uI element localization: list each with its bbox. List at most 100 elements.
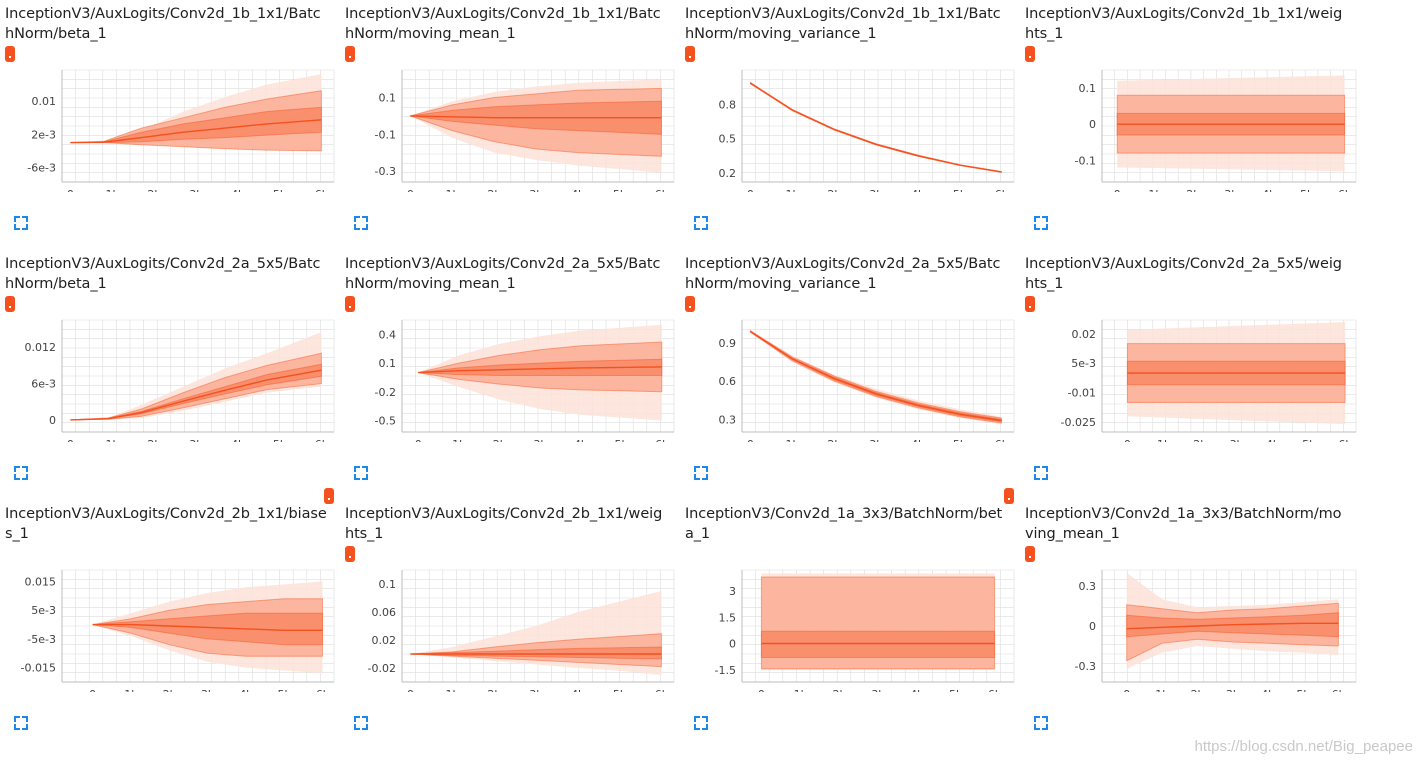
y-tick-label: 0.4 [379,328,397,341]
distribution-band [750,82,1002,173]
expand-corner [694,466,700,472]
expand-icon[interactable] [1034,216,1048,230]
x-tick-label: 2k [493,438,507,442]
expand-corner [14,716,20,722]
x-tick-label: 6k [655,188,669,192]
expand-corner [354,716,360,722]
expand-icon[interactable] [694,716,708,730]
expand-icon[interactable] [14,716,28,730]
x-tick-label: 6k [1332,688,1346,692]
tag-marker-icon[interactable] [5,46,15,62]
expand-icon[interactable] [354,216,368,230]
x-tick-label: 3k [871,688,885,692]
chart-card: InceptionV3/Conv2d_1a_3x3/BatchNorm/movi… [1020,500,1357,740]
x-tick-label: 6k [1338,188,1352,192]
chart-card: InceptionV3/AuxLogits/Conv2d_2a_5x5/weig… [1020,250,1357,490]
tag-marker-icon[interactable] [1025,546,1035,562]
tag-marker-icon[interactable] [345,46,355,62]
x-tick-label: 4k [574,438,588,442]
tag-marker-icon[interactable] [345,546,355,562]
expand-icon[interactable] [694,466,708,480]
y-tick-label: 5e-3 [1071,357,1096,370]
tag-marker-icon[interactable] [1025,296,1035,312]
tag-marker-icon[interactable] [324,488,334,504]
chart-title-text: InceptionV3/AuxLogits/Conv2d_2a_5x5/Batc… [685,256,1001,292]
y-tick-label: 0 [1089,620,1096,633]
x-tick-label: 5k [1296,688,1310,692]
expand-icon[interactable] [1034,466,1048,480]
expand-icon[interactable] [1034,716,1048,730]
expand-corner [362,724,368,730]
x-tick-label: 3k [1230,438,1244,442]
chart-title-text: InceptionV3/Conv2d_1a_3x3/BatchNorm/movi… [1025,506,1342,542]
chart-title: InceptionV3/AuxLogits/Conv2d_1b_1x1/Batc… [685,4,1007,44]
chart-card: InceptionV3/AuxLogits/Conv2d_2a_5x5/Batc… [680,250,1015,490]
x-tick-label: 6k [988,688,1002,692]
x-tick-label: 0 [407,188,414,192]
y-tick-label: 0.06 [372,606,397,619]
y-tick-label: -0.1 [375,128,396,141]
x-tick-label: 6k [995,188,1009,192]
x-tick-label: 1k [452,438,466,442]
y-tick-label: 0 [729,638,736,651]
x-tick-label: 1k [124,688,138,692]
median-line [410,115,662,119]
tag-marker-icon[interactable] [1004,488,1014,504]
x-tick-label: 4k [239,688,253,692]
x-tick-label: 3k [189,188,203,192]
expand-icon[interactable] [354,466,368,480]
x-tick-label: 0 [67,438,74,442]
x-tick-label: 1k [1155,688,1169,692]
y-tick-label: 0.8 [719,98,737,111]
x-tick-label: 4k [571,688,585,692]
x-tick-label: 3k [1224,188,1238,192]
y-tick-label: -0.2 [375,386,396,399]
expand-corner [702,216,708,222]
distribution-band [749,330,1002,423]
expand-corner [1042,724,1048,730]
x-tick-label: 4k [1266,438,1280,442]
y-tick-label: 2e-3 [31,128,56,141]
distribution-band [410,646,662,660]
y-tick-label: -0.02 [368,662,396,675]
x-tick-label: 1k [786,188,800,192]
x-tick-label: 3k [869,438,883,442]
expand-icon[interactable] [354,716,368,730]
x-tick-label: 6k [995,438,1009,442]
distribution-band [760,630,996,658]
x-tick-label: 3k [189,438,203,442]
chart-card: InceptionV3/AuxLogits/Conv2d_1b_1x1/Batc… [680,0,1015,240]
expand-icon[interactable] [14,466,28,480]
expand-corner [694,724,700,730]
median-line [92,623,323,631]
x-tick-label: 3k [529,688,543,692]
chart-card: InceptionV3/AuxLogits/Conv2d_1b_1x1/weig… [1020,0,1357,240]
chart-title: InceptionV3/Conv2d_1a_3x3/BatchNorm/beta… [685,504,1007,544]
x-tick-label: 5k [615,438,629,442]
x-tick-label: 1k [446,188,460,192]
x-tick-label: 4k [1261,688,1275,692]
chart-plot: 0 1k 2k 3k 4k 5k 6k 3 1.5 0 -1.5 [715,569,1015,692]
chart-title: InceptionV3/AuxLogits/Conv2d_2a_5x5/Batc… [685,254,1007,294]
chart-plot: 0 1k 2k 3k 4k 5k 6k 0.01 2e-3 -6e-3 [27,69,335,192]
x-tick-label: 0 [758,688,765,692]
tag-marker-icon[interactable] [1025,46,1035,62]
x-tick-label: 6k [315,438,329,442]
chart-title: InceptionV3/AuxLogits/Conv2d_1b_1x1/Batc… [5,4,327,44]
expand-corner [1034,474,1040,480]
expand-icon[interactable] [694,216,708,230]
tag-marker-icon[interactable] [685,296,695,312]
x-tick-label: 2k [1186,188,1200,192]
tag-marker-icon[interactable] [685,46,695,62]
expand-icon[interactable] [14,216,28,230]
x-tick-label: 0 [407,688,414,692]
expand-corner [1034,466,1040,472]
x-tick-label: 6k [1338,438,1352,442]
distribution-band [749,81,1002,173]
tag-marker-icon[interactable] [345,296,355,312]
x-tick-label: 6k [655,438,669,442]
x-tick-label: 1k [1157,438,1171,442]
x-tick-label: 4k [1262,188,1276,192]
x-tick-label: 1k [446,688,460,692]
tag-marker-icon[interactable] [5,296,15,312]
